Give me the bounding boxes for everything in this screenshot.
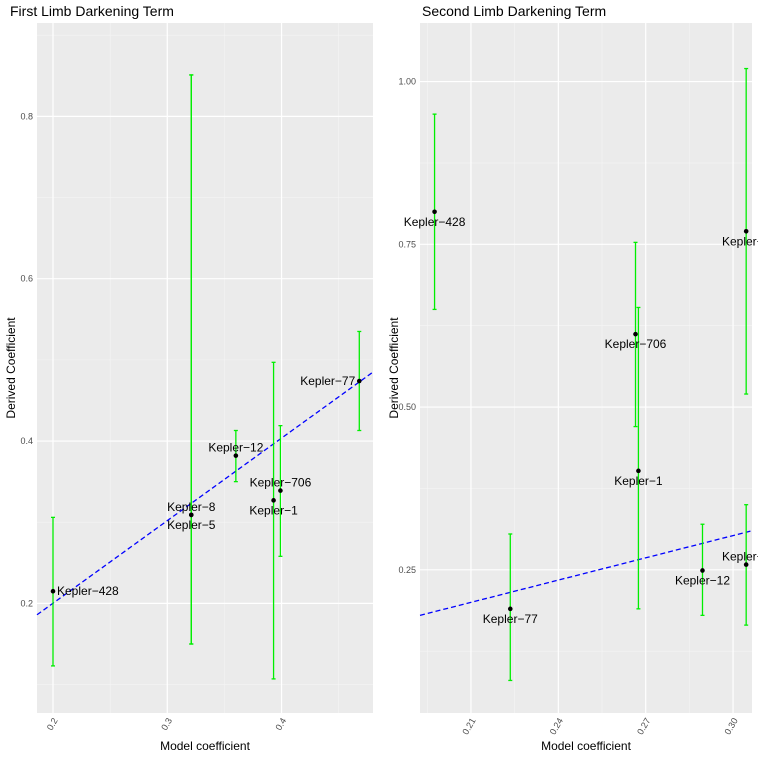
data-point [743, 562, 749, 567]
y-tick-label: 0.2 [20, 598, 33, 608]
point-label: Kepler−5 [722, 550, 758, 564]
x-tick-label: 0.30 [722, 716, 739, 736]
data-point [356, 378, 362, 384]
data-point [188, 512, 194, 518]
x-axis-title: Model coefficient [160, 739, 250, 753]
point-label: Kepler−428 [404, 215, 466, 229]
data-points [50, 378, 362, 594]
x-tick-label: 0.4 [273, 716, 288, 732]
x-tick-label: 0.3 [159, 716, 174, 732]
point-label: Kepler−8 [722, 234, 758, 248]
fit-lines [419, 530, 753, 616]
data-point [636, 468, 641, 474]
y-tick-label: 0.8 [20, 111, 33, 121]
point-label: Kepler−428 [57, 584, 119, 598]
point-label: Kepler−8 [167, 500, 216, 514]
plot-background [420, 23, 752, 713]
fit-lines [36, 371, 374, 616]
data-point [633, 331, 638, 337]
x-tick-labels: 0.21 0.24 0.27 0.30 [460, 716, 740, 736]
y-tick-label: 0.25 [398, 565, 416, 575]
data-point [432, 209, 437, 215]
fit-line [419, 530, 753, 616]
data-point [700, 568, 705, 573]
point-labels: Kepler−428 Kepler−77 Kepler−706 Kepler−1 Kep… [404, 215, 758, 626]
y-tick-label: 0.50 [398, 402, 416, 412]
y-tick-label: 0.75 [398, 239, 416, 249]
plot-background [37, 23, 373, 713]
x-tick-label: 0.21 [460, 716, 477, 736]
y-tick-labels: 0.2 0.4 0.6 0.8 [20, 111, 33, 608]
point-label: Kepler−1 [614, 474, 663, 488]
panel-second-limb: Second Limb Darkening Term Kepler−428Kep… [387, 3, 758, 753]
y-tick-label: 0.4 [20, 436, 33, 446]
gridlines [420, 23, 752, 713]
data-point [507, 606, 513, 612]
point-label: Kepler−1 [249, 503, 298, 517]
x-tick-label: 0.27 [635, 716, 652, 736]
data-point [743, 229, 749, 234]
point-labels: Kepler−428 Kepler−5 Kepler−8 Kepler−12 Keple… [57, 374, 356, 598]
panel-title: First Limb Darkening Term [10, 3, 174, 19]
y-axis-title: Derived Coefficient [4, 317, 18, 419]
error-bars [51, 74, 362, 680]
point-label: Kepler−77 [483, 612, 538, 626]
data-point [278, 488, 283, 493]
point-label: Kepler−5 [167, 518, 216, 532]
point-label: Kepler−12 [208, 441, 263, 455]
data-points [432, 209, 749, 612]
point-label: Kepler−12 [675, 573, 730, 587]
x-tick-labels: 0.2 0.3 0.4 [45, 716, 288, 732]
data-point [233, 453, 239, 458]
y-axis-title: Derived Coefficient [387, 317, 401, 419]
data-point [271, 498, 276, 503]
y-tick-label: 1.00 [398, 77, 416, 87]
panel-first-limb: First Limb Darkening Term Kepler−428Kepl… [4, 3, 374, 753]
fit-line [36, 371, 374, 616]
panel-title: Second Limb Darkening Term [422, 3, 606, 19]
point-label: Kepler−706 [605, 337, 667, 351]
point-label: Kepler−77 [300, 374, 355, 388]
gridlines [37, 23, 373, 713]
y-tick-labels: 0.25 0.50 0.75 1.00 [398, 77, 416, 575]
x-axis-title: Model coefficient [541, 739, 631, 753]
data-point [50, 588, 56, 594]
point-label: Kepler−706 [250, 476, 312, 490]
y-tick-label: 0.6 [20, 274, 33, 284]
x-tick-label: 0.2 [45, 716, 60, 732]
x-tick-label: 0.24 [548, 716, 565, 736]
